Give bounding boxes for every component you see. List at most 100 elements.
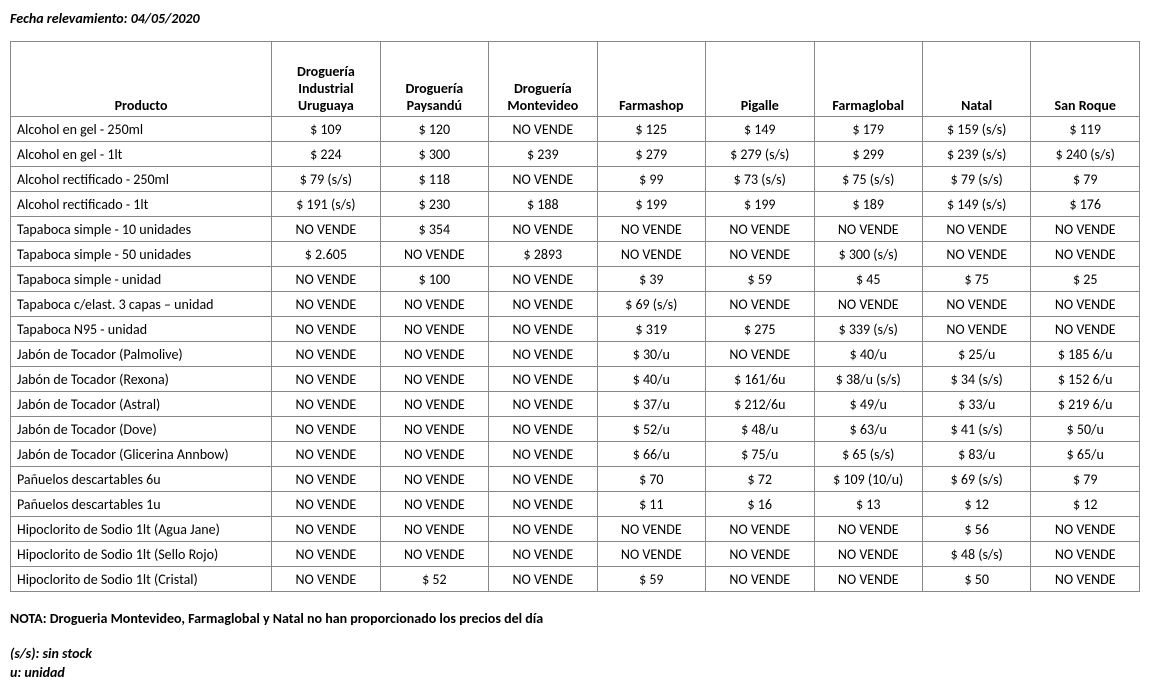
legend: (s/s): sin stock u: unidad xyxy=(10,645,1143,681)
price-cell: NO VENDE xyxy=(706,217,814,242)
price-cell: NO VENDE xyxy=(272,442,380,467)
legend-ss: (s/s): sin stock xyxy=(10,645,1143,662)
price-cell: NO VENDE xyxy=(489,167,597,192)
price-cell: $ 100 xyxy=(380,267,488,292)
price-cell: $ 25 xyxy=(1031,267,1140,292)
price-cell: $ 52 xyxy=(380,567,488,592)
price-cell: $ 59 xyxy=(597,567,705,592)
price-cell: $ 119 xyxy=(1031,117,1140,142)
product-cell: Tapaboca simple - 10 unidades xyxy=(11,217,272,242)
price-cell: $ 109 xyxy=(272,117,380,142)
price-table: ProductoDroguería Industrial UruguayaDro… xyxy=(10,41,1140,592)
table-row: Pañuelos descartables 6uNO VENDENO VENDE… xyxy=(11,467,1140,492)
price-cell: NO VENDE xyxy=(489,567,597,592)
price-cell: NO VENDE xyxy=(922,292,1030,317)
price-cell: NO VENDE xyxy=(706,342,814,367)
price-cell: $ 275 xyxy=(706,317,814,342)
price-cell: $ 16 xyxy=(706,492,814,517)
vendor-column-header: Droguería Montevideo xyxy=(489,42,597,117)
price-cell: $ 99 xyxy=(597,167,705,192)
price-cell: $ 39 xyxy=(597,267,705,292)
product-column-header: Producto xyxy=(11,42,272,117)
price-cell: NO VENDE xyxy=(597,517,705,542)
price-cell: $ 118 xyxy=(380,167,488,192)
price-cell: $ 188 xyxy=(489,192,597,217)
price-cell: NO VENDE xyxy=(272,417,380,442)
price-cell: $ 240 (s/s) xyxy=(1031,142,1140,167)
vendor-column-header: Farmashop xyxy=(597,42,705,117)
price-cell: NO VENDE xyxy=(706,542,814,567)
price-cell: NO VENDE xyxy=(380,292,488,317)
price-cell: $ 109 (10/u) xyxy=(814,467,922,492)
price-cell: NO VENDE xyxy=(272,467,380,492)
price-cell: NO VENDE xyxy=(380,392,488,417)
price-cell: NO VENDE xyxy=(272,567,380,592)
price-cell: $ 224 xyxy=(272,142,380,167)
price-cell: NO VENDE xyxy=(1031,542,1140,567)
price-cell: NO VENDE xyxy=(272,517,380,542)
price-cell: NO VENDE xyxy=(489,267,597,292)
product-cell: Tapaboca N95 - unidad xyxy=(11,317,272,342)
product-cell: Alcohol rectificado - 250ml xyxy=(11,167,272,192)
price-cell: $ 319 xyxy=(597,317,705,342)
price-cell: NO VENDE xyxy=(272,217,380,242)
product-cell: Tapaboca c/elast. 3 capas – unidad xyxy=(11,292,272,317)
price-cell: $ 25/u xyxy=(922,342,1030,367)
price-cell: $ 212/6u xyxy=(706,392,814,417)
price-cell: $ 69 (s/s) xyxy=(922,467,1030,492)
price-cell: NO VENDE xyxy=(272,292,380,317)
price-cell: $ 48 (s/s) xyxy=(922,542,1030,567)
product-cell: Jabón de Tocador (Glicerina Annbow) xyxy=(11,442,272,467)
price-cell: NO VENDE xyxy=(489,342,597,367)
price-cell: NO VENDE xyxy=(272,267,380,292)
price-cell: $ 66/u xyxy=(597,442,705,467)
survey-date: Fecha relevamiento: 04/05/2020 xyxy=(10,10,1143,27)
price-cell: $ 65 (s/s) xyxy=(814,442,922,467)
price-cell: NO VENDE xyxy=(1031,567,1140,592)
price-cell: $ 37/u xyxy=(597,392,705,417)
price-cell: $ 40/u xyxy=(814,342,922,367)
price-cell: NO VENDE xyxy=(922,317,1030,342)
price-cell: $ 11 xyxy=(597,492,705,517)
price-cell: $ 300 xyxy=(380,142,488,167)
product-cell: Jabón de Tocador (Dove) xyxy=(11,417,272,442)
price-cell: $ 354 xyxy=(380,217,488,242)
price-cell: $ 38/u (s/s) xyxy=(814,367,922,392)
price-cell: $ 300 (s/s) xyxy=(814,242,922,267)
price-cell: $ 65/u xyxy=(1031,442,1140,467)
price-cell: $ 40/u xyxy=(597,367,705,392)
table-row: Pañuelos descartables 1uNO VENDENO VENDE… xyxy=(11,492,1140,517)
price-cell: $ 120 xyxy=(380,117,488,142)
price-cell: $ 13 xyxy=(814,492,922,517)
price-cell: NO VENDE xyxy=(814,567,922,592)
price-cell: $ 239 xyxy=(489,142,597,167)
price-cell: NO VENDE xyxy=(814,542,922,567)
price-cell: $ 33/u xyxy=(922,392,1030,417)
price-cell: NO VENDE xyxy=(380,242,488,267)
price-cell: NO VENDE xyxy=(597,242,705,267)
price-cell: $ 59 xyxy=(706,267,814,292)
price-cell: $ 79 (s/s) xyxy=(922,167,1030,192)
price-cell: $ 41 (s/s) xyxy=(922,417,1030,442)
price-cell: NO VENDE xyxy=(380,417,488,442)
price-cell: $ 230 xyxy=(380,192,488,217)
price-cell: NO VENDE xyxy=(489,392,597,417)
price-cell: NO VENDE xyxy=(380,517,488,542)
price-cell: $ 12 xyxy=(922,492,1030,517)
price-cell: NO VENDE xyxy=(706,517,814,542)
price-cell: NO VENDE xyxy=(272,342,380,367)
price-cell: $ 149 (s/s) xyxy=(922,192,1030,217)
price-cell: NO VENDE xyxy=(272,367,380,392)
vendor-column-header: San Roque xyxy=(1031,42,1140,117)
price-cell: NO VENDE xyxy=(380,542,488,567)
price-cell: NO VENDE xyxy=(706,242,814,267)
price-cell: NO VENDE xyxy=(489,467,597,492)
table-row: Jabón de Tocador (Palmolive)NO VENDENO V… xyxy=(11,342,1140,367)
price-cell: $ 185 6/u xyxy=(1031,342,1140,367)
price-cell: NO VENDE xyxy=(272,492,380,517)
price-cell: NO VENDE xyxy=(380,467,488,492)
price-cell: $ 125 xyxy=(597,117,705,142)
vendor-column-header: Pigalle xyxy=(706,42,814,117)
table-header-row: ProductoDroguería Industrial UruguayaDro… xyxy=(11,42,1140,117)
table-row: Hipoclorito de Sodio 1lt (Agua Jane)NO V… xyxy=(11,517,1140,542)
